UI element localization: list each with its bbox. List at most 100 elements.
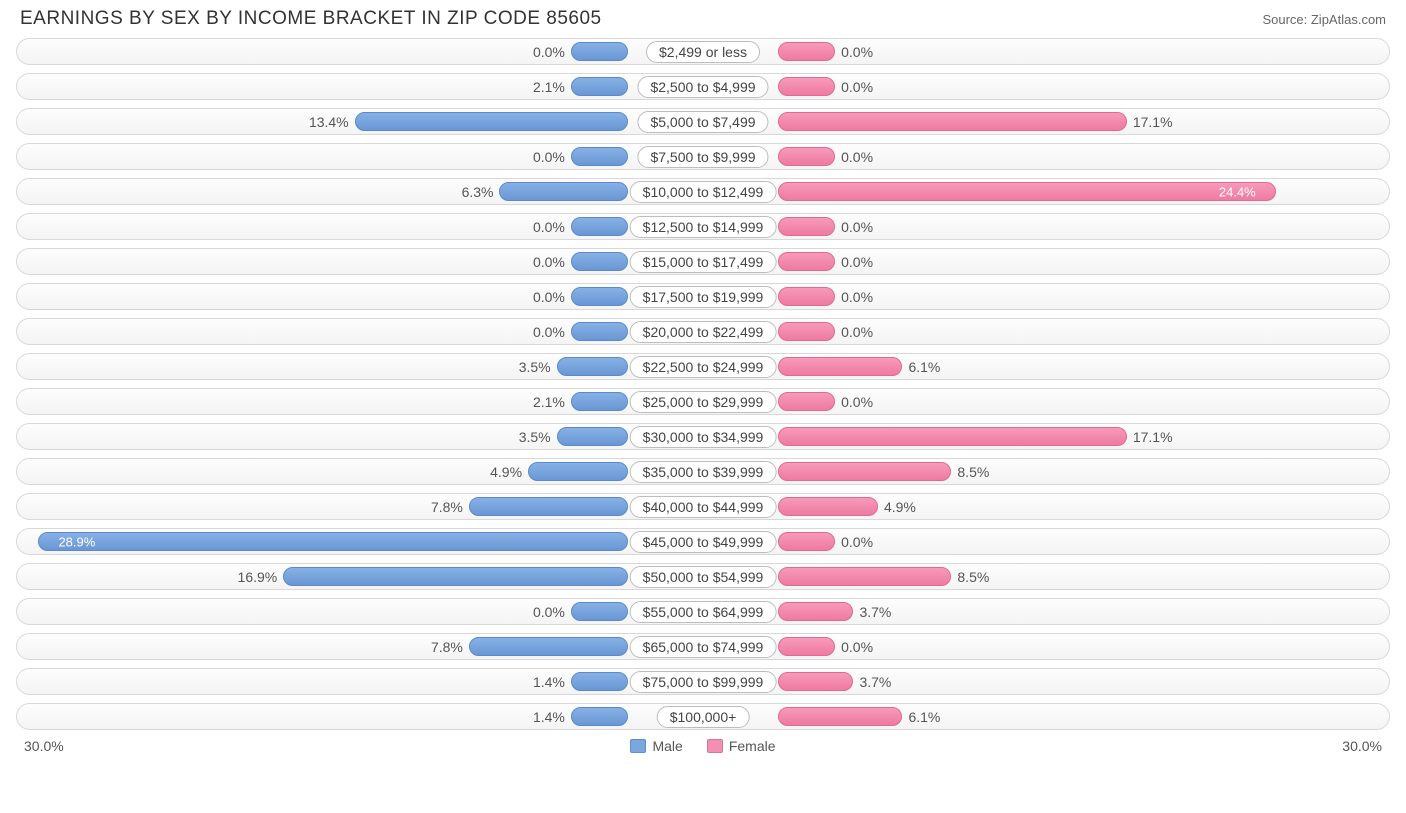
row-track: 13.4% 17.1% $5,000 to $7,499 <box>16 108 1390 135</box>
bar-female <box>778 322 835 341</box>
pct-label-female: 0.0% <box>841 394 873 410</box>
chart-row: 16.9% 8.5% $50,000 to $54,999 <box>16 559 1390 594</box>
chart-row: 0.0% 0.0% $12,500 to $14,999 <box>16 209 1390 244</box>
chart-row: 7.8%4.9%$40,000 to $44,999 <box>16 489 1390 524</box>
pct-label-male: 28.9% <box>48 534 95 549</box>
bar-male <box>355 112 628 131</box>
bar-female <box>778 217 835 236</box>
pct-label-female: 0.0% <box>841 219 873 235</box>
bar-female <box>778 567 951 586</box>
row-track: 4.9% 8.5% $35,000 to $39,999 <box>16 458 1390 485</box>
row-track: 7.8%4.9%$40,000 to $44,999 <box>16 493 1390 520</box>
pct-label-male: 7.8% <box>431 499 463 515</box>
pct-label-female: 0.0% <box>841 79 873 95</box>
pct-label-male: 1.4% <box>533 674 565 690</box>
axis-left-max: 30.0% <box>24 738 64 754</box>
row-track: 7.8%0.0%$65,000 to $74,999 <box>16 633 1390 660</box>
bar-male <box>571 322 628 341</box>
bar-female <box>778 497 878 516</box>
pct-label-female: 17.1% <box>1133 114 1173 130</box>
legend-swatch-male <box>630 739 646 753</box>
bar-female <box>778 147 835 166</box>
bar-male <box>469 497 628 516</box>
pct-label-male: 0.0% <box>533 254 565 270</box>
pct-label-male: 0.0% <box>533 219 565 235</box>
pct-label-male: 1.4% <box>533 709 565 725</box>
chart-row: 2.1%0.0%$2,500 to $4,999 <box>16 69 1390 104</box>
pct-label-male: 3.5% <box>519 359 551 375</box>
bar-female <box>778 462 951 481</box>
bracket-label: $30,000 to $34,999 <box>630 426 777 448</box>
chart-row: 1.4% 3.7% $75,000 to $99,999 <box>16 664 1390 699</box>
bar-female <box>778 252 835 271</box>
bar-male <box>557 357 628 376</box>
bar-male <box>571 287 628 306</box>
pct-label-male: 6.3% <box>462 184 494 200</box>
bar-female <box>778 707 902 726</box>
bar-male <box>38 532 628 551</box>
bar-male <box>571 77 628 96</box>
pct-label-male: 0.0% <box>533 604 565 620</box>
chart-row: 1.4%6.1%$100,000+ <box>16 699 1390 734</box>
row-track: 0.0%0.0%$7,500 to $9,999 <box>16 143 1390 170</box>
pct-label-female: 0.0% <box>841 44 873 60</box>
row-track: 6.3% 24.4% $10,000 to $12,499 <box>16 178 1390 205</box>
pct-label-female: 0.0% <box>841 534 873 550</box>
bar-female <box>778 672 853 691</box>
axis-right-max: 30.0% <box>1342 738 1382 754</box>
row-track: 0.0%0.0%$20,000 to $22,499 <box>16 318 1390 345</box>
pct-label-female: 6.1% <box>908 709 940 725</box>
bracket-label: $17,500 to $19,999 <box>630 286 777 308</box>
bar-female <box>778 182 1276 201</box>
pct-label-male: 2.1% <box>533 79 565 95</box>
row-track: 2.1%0.0%$25,000 to $29,999 <box>16 388 1390 415</box>
bar-male <box>571 252 628 271</box>
bar-female <box>778 532 835 551</box>
chart-row: 0.0% 0.0% $17,500 to $19,999 <box>16 279 1390 314</box>
row-track: 0.0% 0.0% $17,500 to $19,999 <box>16 283 1390 310</box>
pct-label-female: 6.1% <box>908 359 940 375</box>
row-track: 1.4% 3.7% $75,000 to $99,999 <box>16 668 1390 695</box>
pct-label-female: 24.4% <box>1219 184 1266 199</box>
bar-female <box>778 637 835 656</box>
row-track: 2.1%0.0%$2,500 to $4,999 <box>16 73 1390 100</box>
pct-label-female: 8.5% <box>957 569 989 585</box>
chart-row: 0.0%0.0%$2,499 or less <box>16 34 1390 69</box>
bar-female <box>778 42 835 61</box>
chart-row: 0.0%0.0%$20,000 to $22,499 <box>16 314 1390 349</box>
pct-label-female: 3.7% <box>859 674 891 690</box>
pct-label-female: 0.0% <box>841 289 873 305</box>
chart-row: 2.1%0.0%$25,000 to $29,999 <box>16 384 1390 419</box>
pct-label-male: 0.0% <box>533 289 565 305</box>
chart-row: 0.0%0.0%$7,500 to $9,999 <box>16 139 1390 174</box>
pct-label-male: 4.9% <box>490 464 522 480</box>
bar-male <box>571 392 628 411</box>
bracket-label: $35,000 to $39,999 <box>630 461 777 483</box>
legend-swatch-female <box>707 739 723 753</box>
bar-male <box>571 602 628 621</box>
chart-row: 28.9%0.0%$45,000 to $49,999 <box>16 524 1390 559</box>
bar-male <box>528 462 628 481</box>
bracket-label: $5,000 to $7,499 <box>637 111 768 133</box>
pct-label-male: 0.0% <box>533 44 565 60</box>
bar-male <box>469 637 628 656</box>
row-track: 0.0%3.7%$55,000 to $64,999 <box>16 598 1390 625</box>
bracket-label: $50,000 to $54,999 <box>630 566 777 588</box>
bracket-label: $75,000 to $99,999 <box>630 671 777 693</box>
bar-male <box>571 147 628 166</box>
pct-label-female: 8.5% <box>957 464 989 480</box>
chart-header: EARNINGS BY SEX BY INCOME BRACKET IN ZIP… <box>0 0 1406 34</box>
bar-female <box>778 77 835 96</box>
chart-row: 0.0%3.7%$55,000 to $64,999 <box>16 594 1390 629</box>
bar-female <box>778 287 835 306</box>
chart-row: 3.5%17.1%$30,000 to $34,999 <box>16 419 1390 454</box>
pct-label-female: 0.0% <box>841 254 873 270</box>
pct-label-male: 13.4% <box>309 114 349 130</box>
bracket-label: $10,000 to $12,499 <box>630 181 777 203</box>
row-track: 0.0%0.0%$15,000 to $17,499 <box>16 248 1390 275</box>
pct-label-male: 16.9% <box>238 569 278 585</box>
bracket-label: $12,500 to $14,999 <box>630 216 777 238</box>
bar-male <box>571 672 628 691</box>
row-track: 1.4%6.1%$100,000+ <box>16 703 1390 730</box>
bar-female <box>778 392 835 411</box>
